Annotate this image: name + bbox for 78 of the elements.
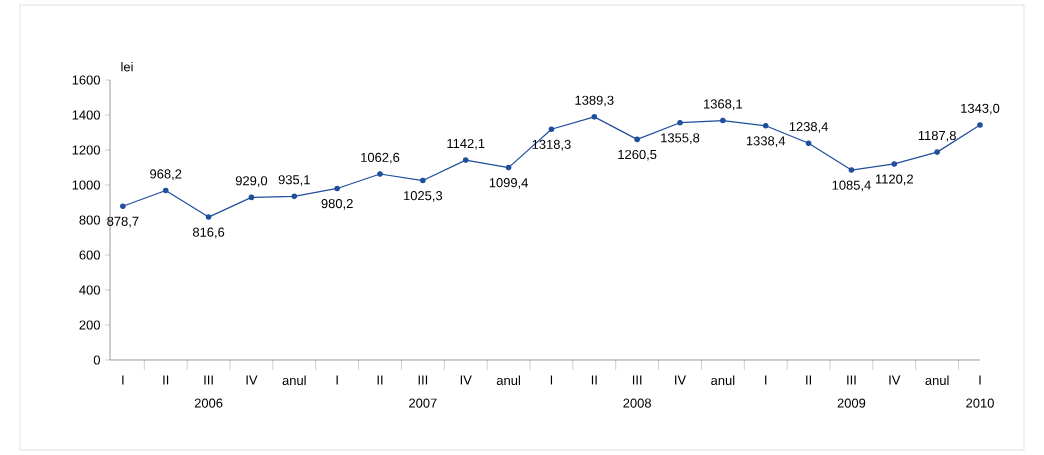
point	[291, 193, 298, 200]
point	[420, 177, 426, 184]
y-tick-label: 1400	[72, 110, 100, 120]
x-tick-label: anul	[925, 375, 949, 386]
point	[891, 161, 898, 167]
y-tick-label: 1200	[72, 145, 100, 155]
x-tick-label: IV	[246, 375, 258, 385]
x-tick-label: I	[336, 375, 338, 385]
data-label: 1368,1	[704, 99, 743, 111]
data-label: 1338,4	[746, 136, 786, 147]
data-label: 1085,4	[832, 180, 871, 192]
point	[505, 164, 512, 171]
data-label: 980,2	[321, 198, 353, 210]
x-tick-label: III	[418, 375, 428, 385]
data-label: 1120,2	[875, 174, 913, 186]
y-tick-label: 600	[79, 250, 100, 260]
data-label: 968,2	[150, 169, 182, 181]
y-tick-label: 200	[79, 320, 100, 330]
data-label: 816,6	[192, 227, 225, 239]
point	[720, 117, 726, 124]
point	[548, 126, 555, 133]
point	[977, 122, 983, 128]
point	[377, 171, 383, 177]
data-label: 1238,4	[789, 122, 828, 133]
text: 2006	[194, 398, 223, 408]
text: 2008	[623, 398, 651, 408]
x-tick-label: III	[847, 375, 856, 385]
point	[248, 194, 255, 201]
point	[120, 203, 126, 210]
data-label: 878,7	[107, 216, 139, 228]
point	[462, 157, 469, 163]
data-label: 929,0	[235, 176, 268, 187]
point	[934, 149, 940, 155]
x-tick-label: III	[204, 375, 213, 385]
data-label: 1260,5	[618, 149, 657, 161]
data-label: 1187,8	[918, 130, 956, 142]
x-tick-label: II	[377, 375, 383, 385]
x-tick-label: I	[122, 375, 124, 385]
x-tick-label: anul	[496, 375, 520, 386]
data-label: 1343,0	[961, 103, 1000, 115]
x-tick-label: IV	[675, 375, 687, 385]
text: 2010	[966, 398, 994, 408]
text: 2009	[837, 398, 866, 408]
data-label: 1318,3	[532, 139, 571, 151]
y-tick-label: 1600	[72, 75, 100, 85]
data-label: 1099,4	[489, 178, 528, 189]
data-label: 1142,1	[447, 138, 485, 150]
y-tick-label: 800	[79, 215, 100, 225]
x-tick-label: anul	[282, 375, 306, 386]
x-tick-label: anul	[711, 375, 735, 386]
data-label: 1355,8	[661, 133, 700, 144]
y-axis-title: lei	[121, 61, 133, 72]
y-tick-label: 400	[79, 285, 100, 295]
point	[205, 214, 212, 220]
point	[677, 119, 683, 126]
point	[805, 140, 812, 147]
data-label: 1062,6	[361, 152, 400, 164]
x-tick-label: II	[591, 375, 597, 385]
x-tick-label: I	[550, 375, 553, 385]
x-tick-label: II	[163, 375, 169, 385]
text: 2007	[409, 398, 437, 408]
y-tick-label: 1000	[72, 180, 100, 190]
data-label: 935,1	[278, 175, 310, 186]
data-label: 1389,3	[575, 95, 614, 107]
x-tick-label: IV	[889, 375, 901, 385]
point	[634, 136, 640, 143]
point	[591, 114, 598, 120]
x-tick-label: I	[765, 375, 767, 385]
x-tick-label: IV	[460, 375, 472, 385]
x-tick-label: I	[979, 375, 981, 385]
data-label: 1025,3	[404, 191, 443, 202]
x-tick-label: II	[806, 375, 811, 385]
y-tick-label: 0	[93, 355, 100, 365]
point	[762, 122, 769, 129]
point	[162, 187, 169, 194]
point	[334, 185, 340, 192]
x-tick-label: III	[632, 375, 642, 385]
point	[848, 167, 855, 173]
